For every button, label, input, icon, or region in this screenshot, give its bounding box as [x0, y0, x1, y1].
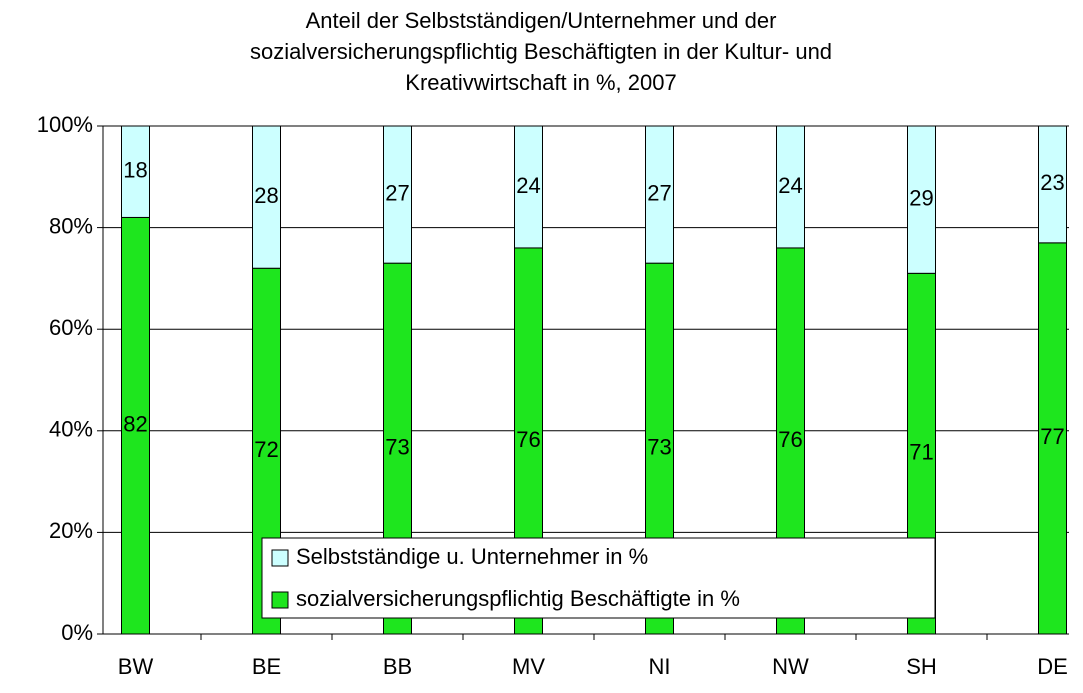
y-tick-label: 100%	[37, 112, 93, 137]
bar-segment	[252, 125, 281, 269]
legend-label: Selbstständige u. Unternehmer in %	[296, 544, 648, 569]
x-tick-label: BE	[252, 654, 281, 679]
x-tick-label: DE	[1037, 654, 1068, 679]
bar-segment	[514, 125, 543, 249]
y-tick-label: 20%	[49, 518, 93, 543]
x-tick-label: NI	[649, 654, 671, 679]
bar-segment	[645, 125, 674, 264]
legend-swatch	[271, 591, 289, 609]
data-label: 73	[647, 434, 671, 459]
data-label: 27	[385, 180, 409, 205]
x-tick-label: BB	[383, 654, 412, 679]
y-tick-label: 40%	[49, 417, 93, 442]
data-label: 18	[123, 158, 147, 183]
bar-segment	[383, 125, 412, 264]
data-label: 29	[909, 185, 933, 210]
data-label: 24	[516, 173, 540, 198]
bar-segment	[121, 125, 150, 218]
y-tick-label: 60%	[49, 315, 93, 340]
data-label: 76	[778, 427, 802, 452]
data-label: 28	[254, 183, 278, 208]
legend-swatch	[271, 549, 289, 567]
x-tick-label: BW	[118, 654, 154, 679]
data-label: 27	[647, 180, 671, 205]
data-label: 77	[1040, 424, 1064, 449]
y-tick-label: 80%	[49, 213, 93, 238]
legend-label: sozialversicherungspflichtig Beschäftigt…	[296, 586, 740, 611]
bar-segment	[907, 125, 936, 274]
bar-segment	[1038, 125, 1067, 244]
chart-title: Kreativwirtschaft in %, 2007	[405, 70, 676, 95]
x-tick-label: NW	[772, 654, 809, 679]
bar-segment	[776, 125, 805, 249]
data-label: 82	[123, 412, 147, 437]
chart-title: Anteil der Selbstständigen/Unternehmer u…	[306, 8, 777, 33]
data-label: 76	[516, 427, 540, 452]
y-tick-label: 0%	[61, 620, 93, 645]
data-label: 71	[909, 439, 933, 464]
data-label: 24	[778, 173, 802, 198]
chart-title: sozialversicherungspflichtig Beschäftigt…	[250, 39, 832, 64]
bar-segment	[121, 216, 150, 635]
data-label: 73	[385, 434, 409, 459]
data-label: 23	[1040, 170, 1064, 195]
x-tick-label: SH	[906, 654, 937, 679]
legend-box	[261, 537, 936, 619]
bar-segment	[1038, 242, 1067, 635]
data-label: 72	[254, 437, 278, 462]
x-tick-label: MV	[512, 654, 545, 679]
